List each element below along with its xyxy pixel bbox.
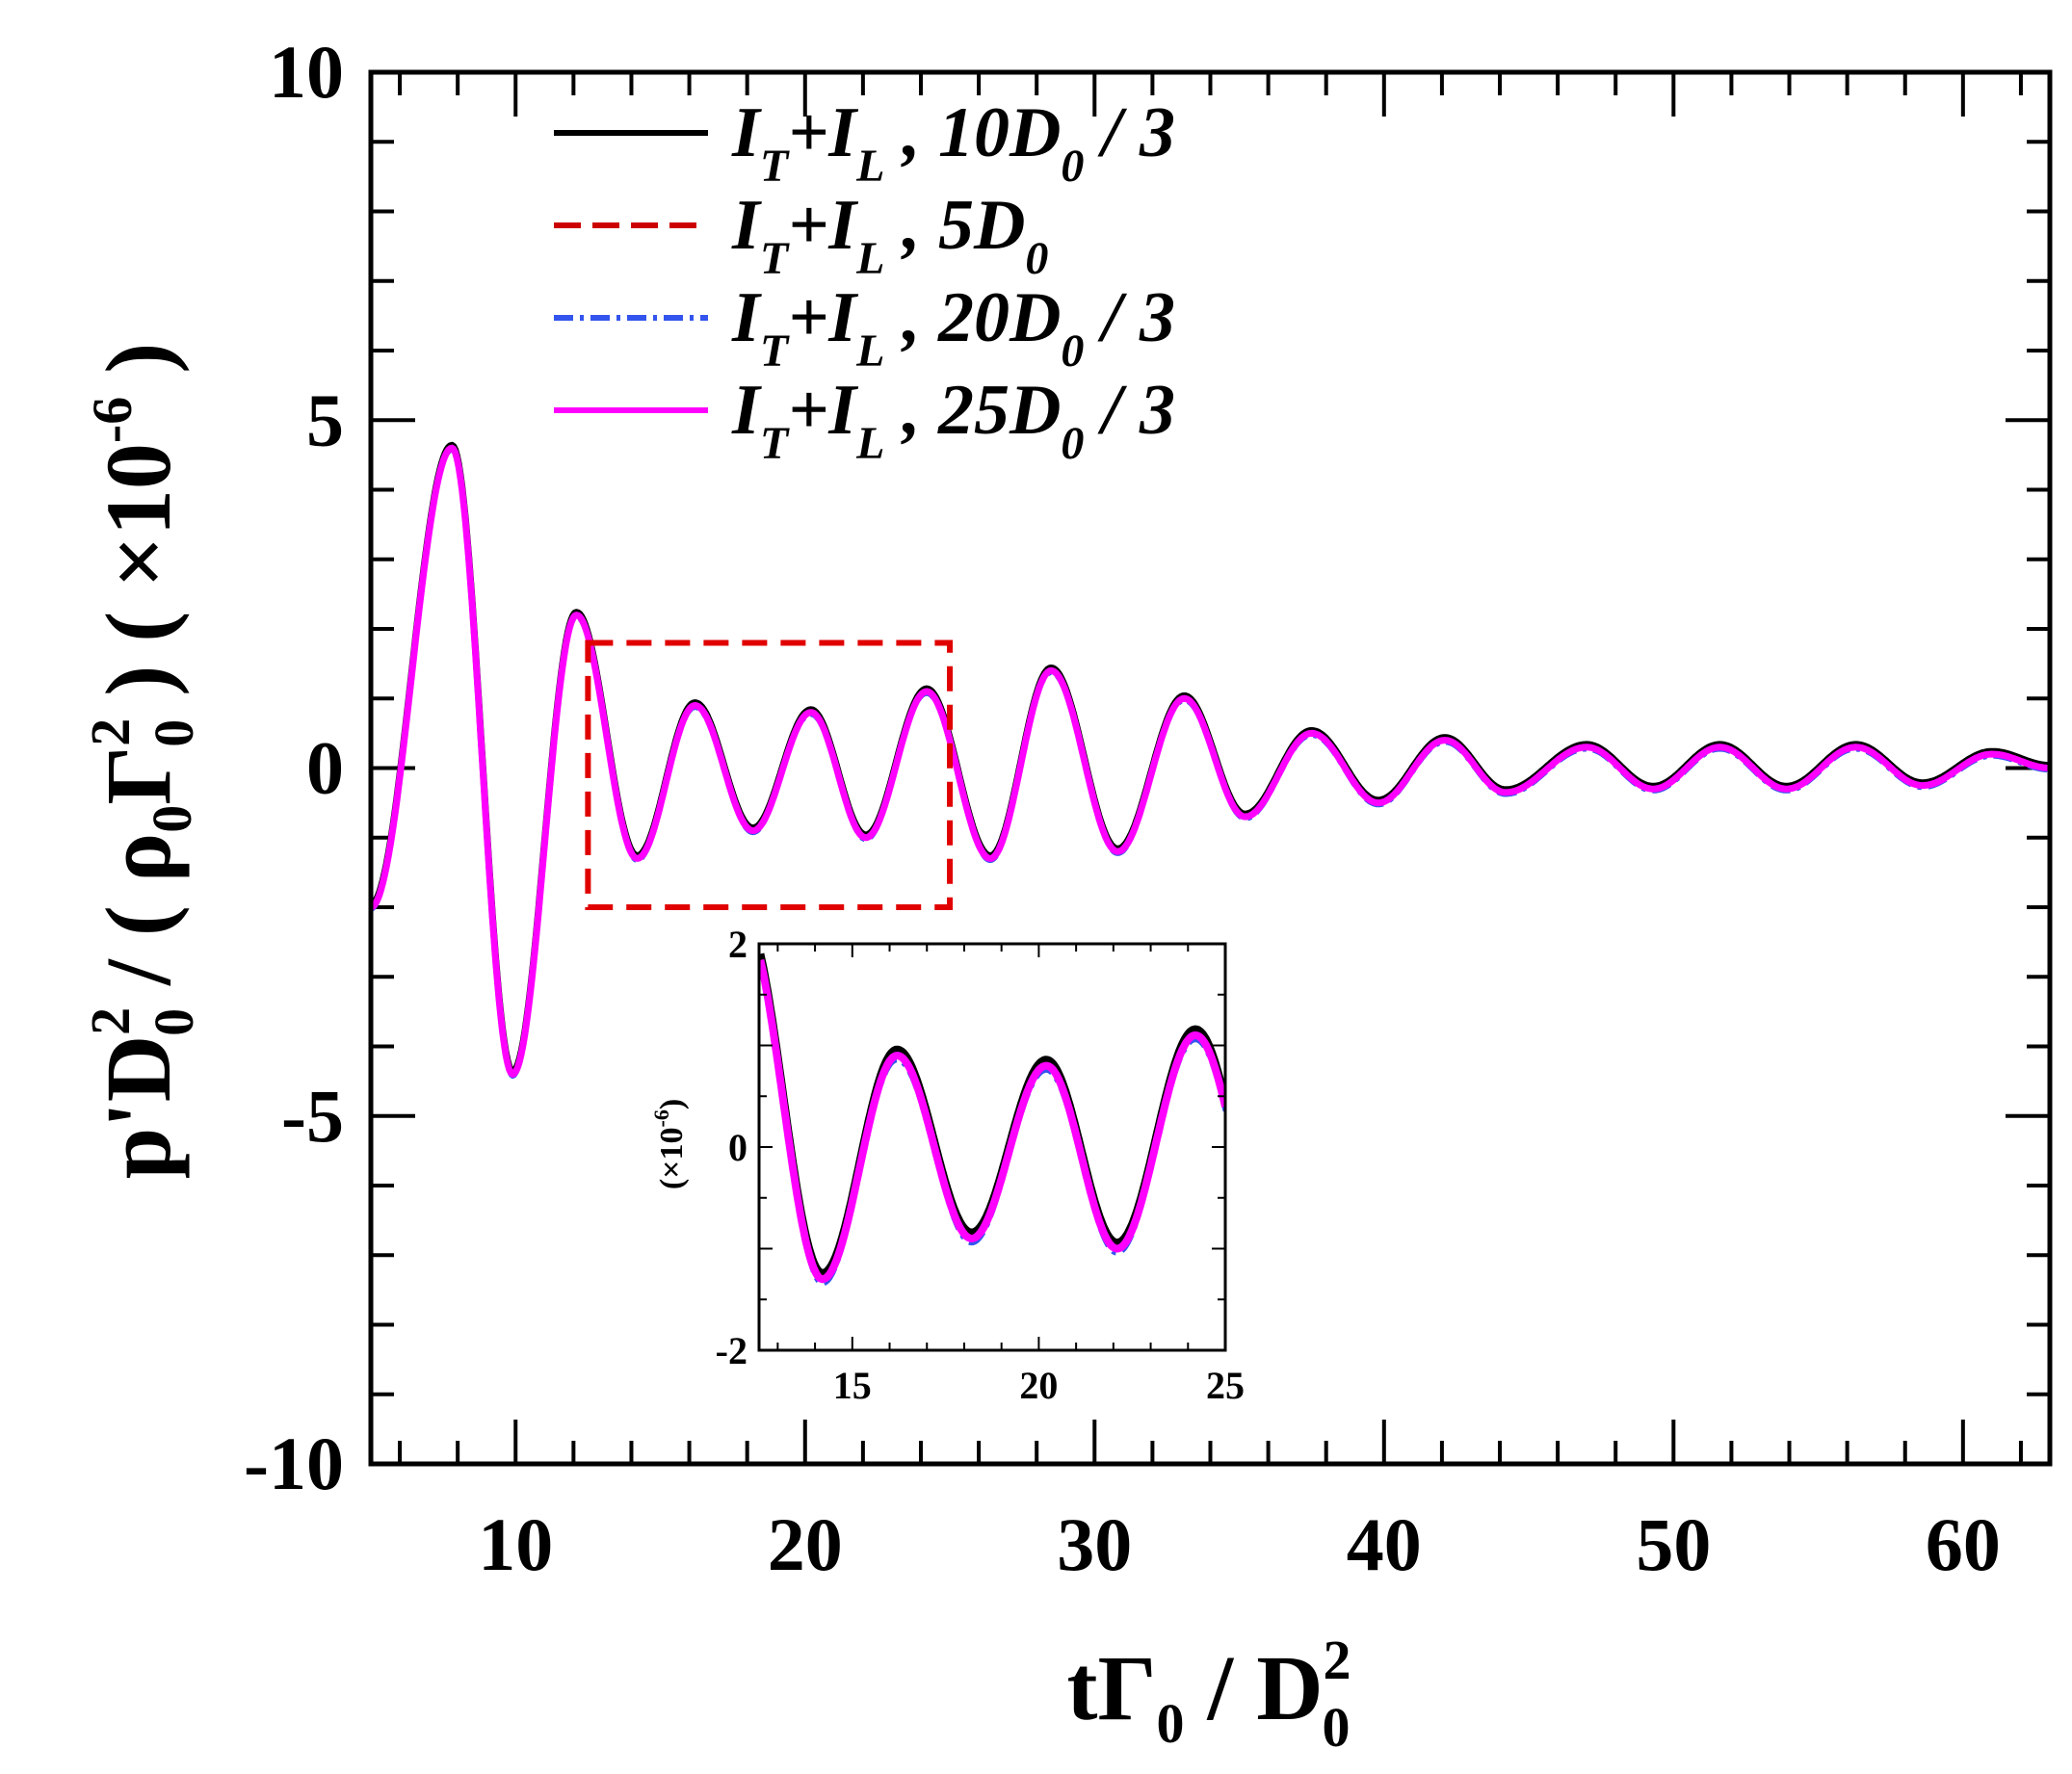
inset-frame [757,942,1227,1352]
x-tick-label: 20 [768,1502,843,1586]
inset-x-tick-label: 25 [1206,1364,1245,1407]
y-tick-label: -10 [244,1422,344,1505]
main-plot-area [371,441,2050,1080]
legend-label: IT+IL , 25D0 / 3 [731,371,1175,469]
zoom-box-rect [585,639,954,910]
x-tick-label: 40 [1347,1502,1422,1586]
x-tick-label: 50 [1636,1502,1711,1586]
legend-item-1: IT+IL , 10D0 / 3 [554,93,1175,192]
y-tick-label: -5 [281,1074,344,1158]
legend-item-4: IT+IL , 25D0 / 3 [554,371,1175,469]
y-axis-label: p'D20 / ( ρ0Γ20 ) ( ×10-6 ) [79,343,205,1179]
inset-series-line-4 [759,958,1225,1284]
inset-y-tick-label: 0 [728,1126,747,1169]
legend-label: IT+IL , 10D0 / 3 [731,93,1175,192]
inset-chart: 15 20 25 -2 0 2 (×10-6) [649,923,1245,1407]
legend-label: IT+IL , 5D0 [731,186,1048,284]
inset-y-tick-label: 2 [728,923,747,966]
y-tick-label: 10 [269,30,344,114]
legend-item-2: IT+IL , 5D0 [554,186,1048,284]
main-ticks [371,70,2050,1466]
legend-label: IT+IL , 20D0 / 3 [731,278,1175,377]
x-tick-label: 60 [1926,1502,2001,1586]
inset-x-tick-label: 20 [1019,1364,1058,1407]
x-tick-label: 30 [1057,1502,1132,1586]
inset-x-tick-label: 15 [833,1364,872,1407]
main-plot-frame [368,69,2053,1467]
inset-background [759,944,1225,1350]
inset-y-axis-label: (×10-6) [649,1099,690,1189]
legend-item-3: IT+IL , 20D0 / 3 [554,278,1175,377]
zoom-box [585,639,954,910]
x-axis-label: tΓ0 / D2 0 [1066,1629,1351,1759]
y-tick-label: 0 [306,726,344,810]
x-tick-label: 10 [478,1502,553,1586]
y-tick-label: 5 [306,378,344,461]
inset-plot-area [759,952,1225,1287]
inset-y-tick-label: -2 [716,1329,747,1372]
series-line-4 [371,444,2050,1078]
